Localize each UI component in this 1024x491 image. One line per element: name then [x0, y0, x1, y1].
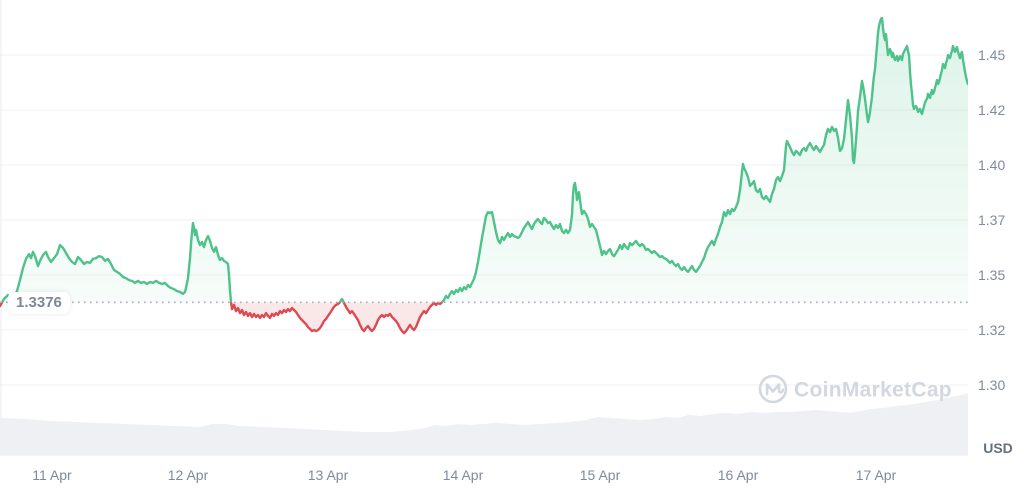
x-axis-tick-label: 16 Apr [717, 467, 759, 483]
coinmarketcap-watermark: CoinMarketCap [758, 374, 952, 404]
x-axis-tick-label: 14 Apr [442, 467, 484, 483]
price-area-green [2, 18, 968, 303]
usd-unit-label: USD [983, 440, 1013, 456]
y-axis-tick-label: 1.32 [978, 322, 1006, 338]
y-axis-tick-label: 1.35 [978, 267, 1006, 283]
x-axis-tick-label: 12 Apr [167, 467, 209, 483]
x-axis-tick-label: 15 Apr [579, 467, 621, 483]
watermark-text: CoinMarketCap [794, 379, 952, 402]
y-axis-tick-label: 1.30 [978, 377, 1006, 393]
baseline-price-label: 1.3376 [8, 292, 70, 315]
x-axis-tick-label: 17 Apr [855, 467, 897, 483]
coinmarketcap-logo-icon [758, 374, 788, 404]
chart-canvas[interactable] [0, 0, 968, 456]
y-axis-tick-label: 1.40 [978, 157, 1006, 173]
volume-area [0, 393, 968, 455]
y-axis-tick-label: 1.37 [978, 212, 1006, 228]
y-axis-tick-label: 1.42 [978, 102, 1006, 118]
price-line-green [0, 16, 968, 303]
y-axis-tick-label: 1.45 [978, 47, 1006, 63]
x-axis-tick-label: 11 Apr [32, 467, 72, 483]
x-axis-tick-label: 13 Apr [307, 467, 349, 483]
